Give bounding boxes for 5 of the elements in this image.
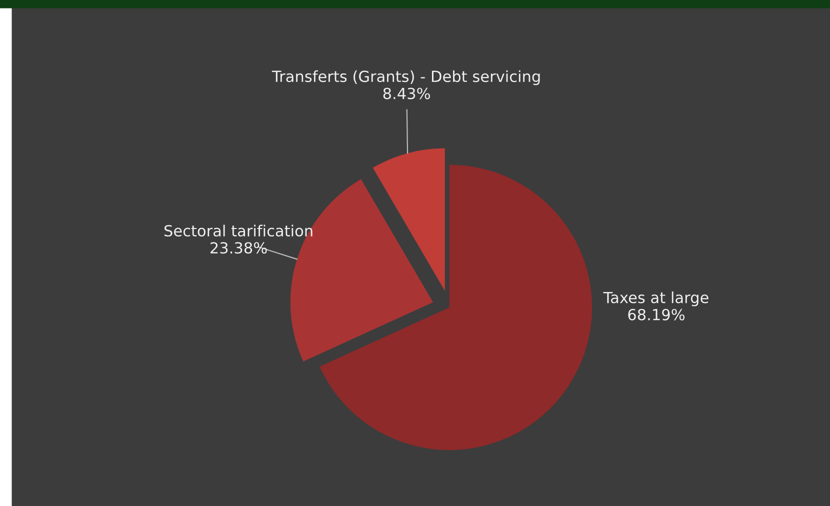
data-label: 68.19% bbox=[628, 308, 685, 320]
data-label: 23.38% bbox=[210, 242, 267, 254]
slice-label: Transferts (Grants) - Debt servicing bbox=[272, 70, 540, 86]
slice-label: Taxes at large bbox=[603, 291, 708, 306]
data-label: 8.43% bbox=[383, 88, 430, 100]
